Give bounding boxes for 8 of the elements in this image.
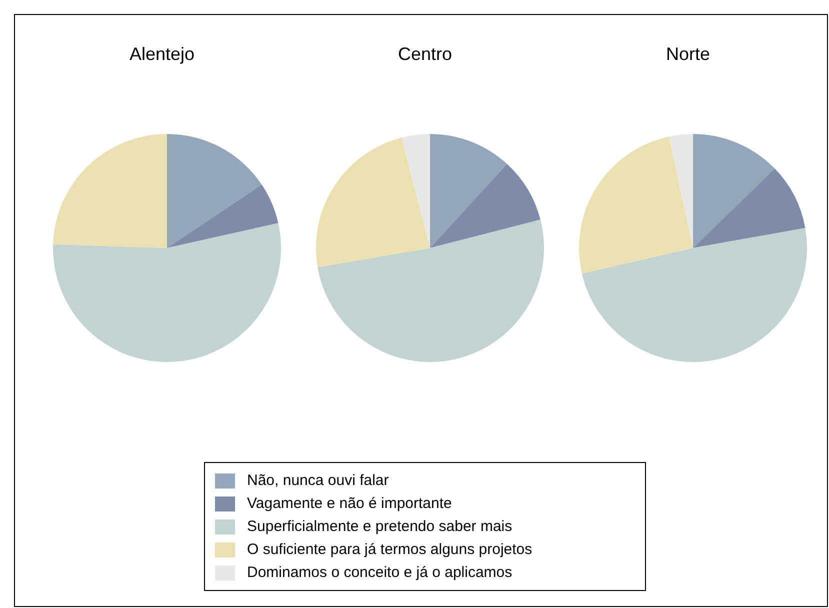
slice-label: Centro (396, 44, 454, 65)
slice-label: Alentejo (128, 44, 196, 65)
legend-label: Não, nunca ouvi falar (247, 472, 389, 489)
legend-label: Vagamente e não é importante (247, 495, 452, 512)
slice-label: Norte (664, 44, 711, 65)
legend-label: Dominamos o conceito e já o aplicamos (247, 564, 512, 581)
legend-label: Superficialmente e pretendo saber mais (247, 518, 512, 535)
legend-label: O suficiente para já termos alguns projetos (247, 541, 532, 558)
